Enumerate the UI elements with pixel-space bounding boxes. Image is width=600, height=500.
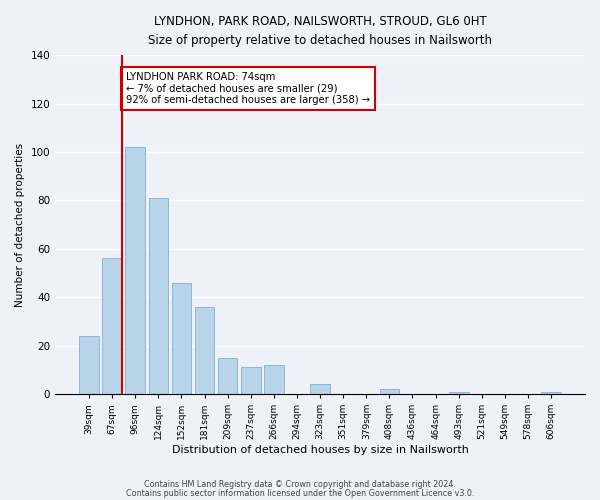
Bar (264, 365, 284, 394)
Text: Contains public sector information licensed under the Open Government Licence v3: Contains public sector information licen… (126, 490, 474, 498)
Bar (195, 307, 214, 394)
Bar (310, 384, 330, 394)
Bar (380, 389, 399, 394)
Y-axis label: Number of detached properties: Number of detached properties (15, 142, 25, 306)
Text: Contains HM Land Registry data © Crown copyright and database right 2024.: Contains HM Land Registry data © Crown c… (144, 480, 456, 489)
Bar (103, 258, 122, 394)
Bar (241, 368, 260, 394)
X-axis label: Distribution of detached houses by size in Nailsworth: Distribution of detached houses by size … (172, 445, 469, 455)
Bar (79, 336, 99, 394)
Bar (541, 392, 561, 394)
Bar (149, 198, 168, 394)
Bar (125, 147, 145, 394)
Bar (449, 392, 469, 394)
Bar (218, 358, 238, 394)
Title: LYNDHON, PARK ROAD, NAILSWORTH, STROUD, GL6 0HT
Size of property relative to det: LYNDHON, PARK ROAD, NAILSWORTH, STROUD, … (148, 15, 492, 47)
Bar (172, 282, 191, 394)
Text: LYNDHON PARK ROAD: 74sqm
← 7% of detached houses are smaller (29)
92% of semi-de: LYNDHON PARK ROAD: 74sqm ← 7% of detache… (126, 72, 370, 106)
